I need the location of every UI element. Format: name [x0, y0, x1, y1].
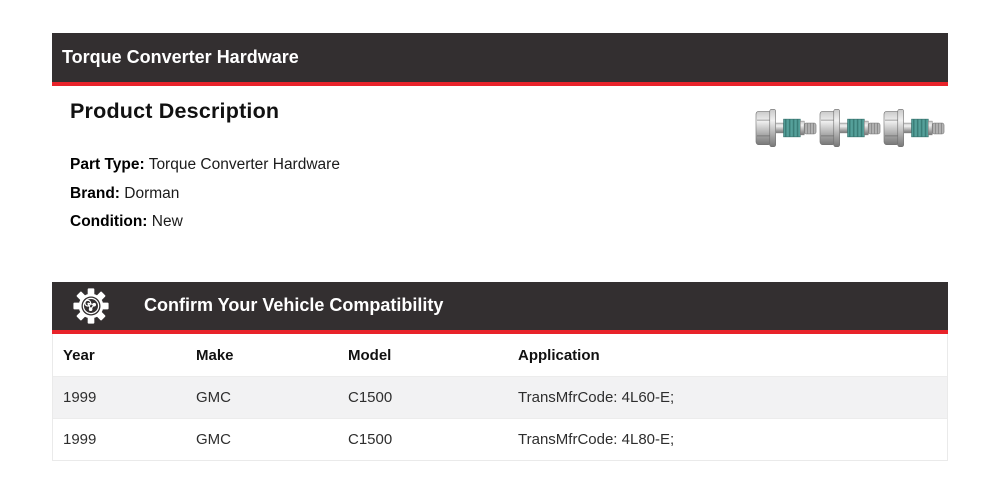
compatibility-heading: Confirm Your Vehicle Compatibility	[144, 295, 444, 315]
product-details: Part Type: Torque Converter Hardware Bra…	[70, 151, 948, 237]
detail-value: Torque Converter Hardware	[148, 156, 340, 173]
bolt-image	[819, 109, 881, 147]
listing-page: Torque Converter Hardware Product Descri…	[52, 33, 948, 461]
product-description-heading: Product Description	[70, 99, 280, 123]
table-row: 1999 GMC C1500 TransMfrCode: 4L80-E;	[53, 418, 947, 460]
detail-label: Brand:	[70, 184, 120, 202]
gear-icon	[72, 287, 110, 325]
bolt-image	[755, 109, 817, 147]
bolt-image	[883, 109, 945, 147]
cell-make: GMC	[196, 430, 231, 448]
col-make: Make	[186, 333, 338, 376]
detail-part-type: Part Type: Torque Converter Hardware	[70, 151, 948, 180]
detail-value: Dorman	[124, 184, 180, 202]
cell-application: TransMfrCode: 4L60-E;	[518, 388, 675, 406]
col-model: Model	[338, 333, 508, 376]
cell-model: C1500	[348, 430, 393, 448]
cell-model: C1500	[348, 388, 393, 406]
compatibility-table-wrap: Year Make Model Application 1999 GMC C15…	[52, 333, 948, 461]
compatibility-table: Year Make Model Application 1999 GMC C15…	[53, 333, 947, 460]
cell-year: 1999	[63, 388, 97, 406]
detail-label: Condition:	[70, 213, 148, 230]
table-row: 1999 GMC C1500 TransMfrCode: 4L60-E;	[53, 376, 947, 418]
cell-application: TransMfrCode: 4L80-E;	[518, 430, 675, 448]
vehicle-compatibility-section: Confirm Your Vehicle Compatibility Year …	[52, 281, 948, 461]
detail-value: New	[151, 213, 183, 230]
product-title: Torque Converter Hardware	[62, 47, 299, 67]
col-year: Year	[53, 333, 186, 376]
detail-condition: Condition: New	[70, 208, 948, 237]
detail-brand: Brand: Dorman	[70, 180, 948, 209]
col-application: Application	[508, 333, 947, 376]
cell-year: 1999	[63, 430, 97, 448]
cell-make: GMC	[196, 388, 231, 406]
product-photo-bolts	[755, 104, 946, 152]
compatibility-header-bar: Confirm Your Vehicle Compatibility	[52, 281, 948, 334]
table-header-row: Year Make Model Application	[53, 333, 947, 376]
product-description-section: Product Description	[52, 99, 948, 237]
product-title-bar: Torque Converter Hardware	[52, 33, 948, 86]
detail-label: Part Type:	[70, 156, 145, 173]
